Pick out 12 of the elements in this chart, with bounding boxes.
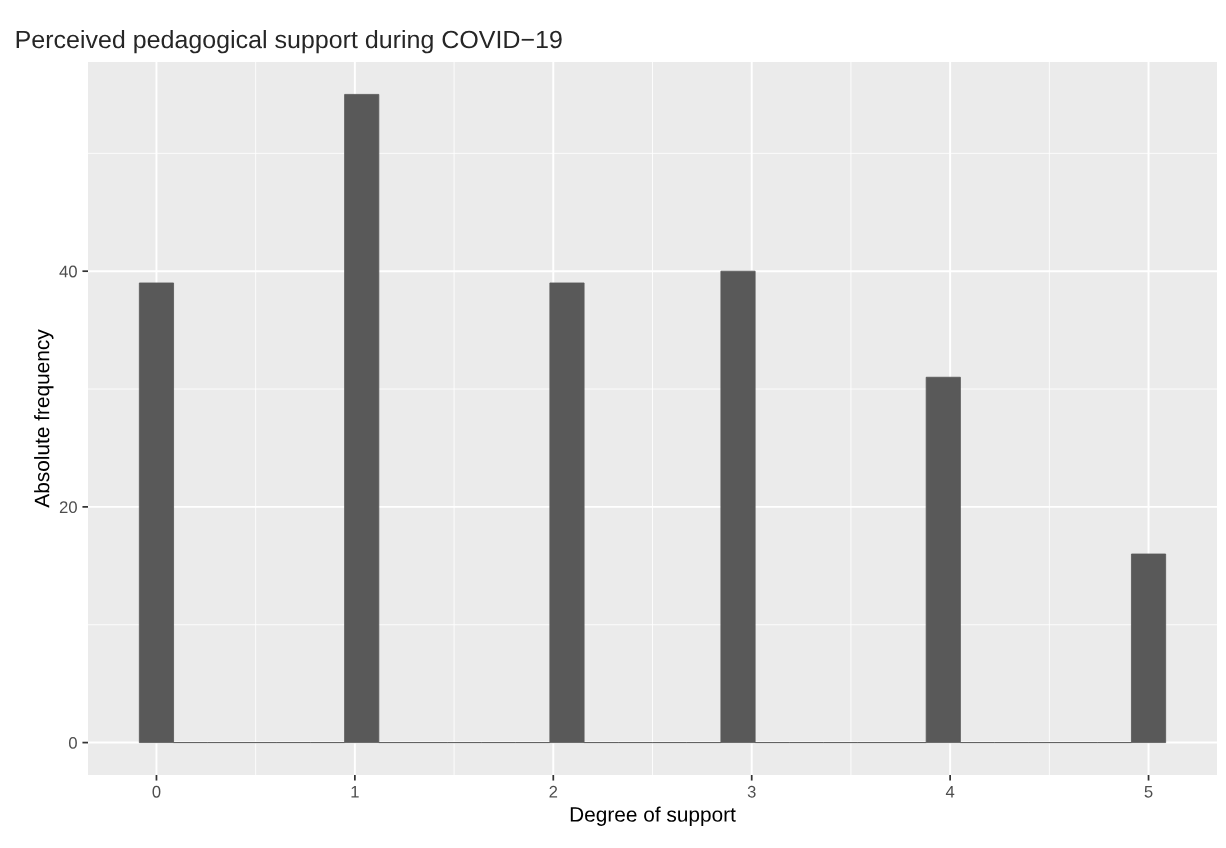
- x-tick-label: 4: [945, 786, 955, 798]
- x-tick-label: 0: [152, 785, 161, 798]
- x-tick-label: 2: [549, 785, 558, 798]
- x-tick-label: 1: [351, 786, 359, 798]
- x-axis-title: Degree of support: [570, 806, 736, 826]
- y-tick-label: 40: [59, 265, 77, 278]
- y-tick-label: 0: [68, 736, 77, 749]
- x-tick-label: 5: [1144, 786, 1153, 798]
- y-tick-label: 20: [59, 501, 77, 514]
- x-tick-label: 3: [747, 785, 756, 798]
- chart-title: Perceived pedagogical support during COVID−19: [16, 29, 562, 54]
- y-axis-title: Absolute frequency: [34, 329, 54, 508]
